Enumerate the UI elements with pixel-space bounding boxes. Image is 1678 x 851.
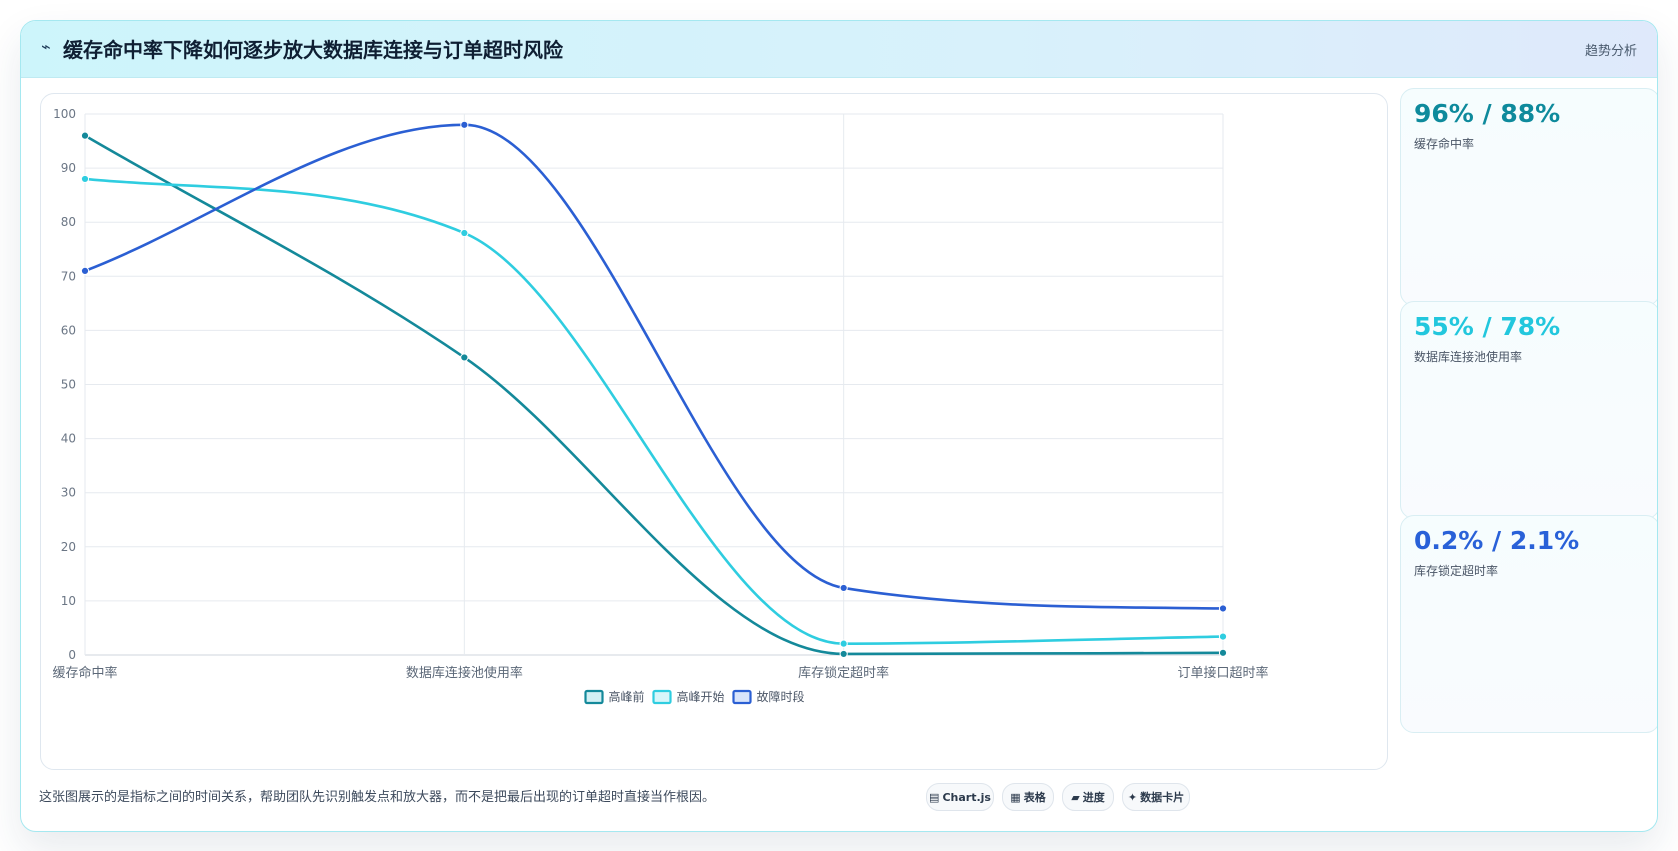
x-tick-label: 缓存命中率 <box>52 665 117 681</box>
stat-card-cache-hit: 96% / 88% 缓存命中率 <box>1400 88 1657 306</box>
sparkle-icon: ✦ <box>1127 790 1138 804</box>
stat-label: 缓存命中率 <box>1414 137 1475 151</box>
data-point <box>1218 604 1228 613</box>
x-tick-label: 数据库连接池使用率 <box>406 665 523 681</box>
y-tick-label: 50 <box>61 378 76 392</box>
card-header: ⌁ 缓存命中率下降如何逐步放大数据库连接与订单超时风险 趋势分析 <box>21 21 1657 78</box>
stat-value: 55% / 78% <box>1414 312 1561 341</box>
dashboard-card: ⌁ 缓存命中率下降如何逐步放大数据库连接与订单超时风险 趋势分析 0 10 20 30… <box>20 20 1658 832</box>
data-point <box>1218 648 1228 657</box>
stat-card-db-pool: 55% / 78% 数据库连接池使用率 <box>1400 301 1657 519</box>
y-tick-label: 20 <box>61 540 76 554</box>
data-point <box>460 353 469 362</box>
series-line-1 <box>84 134 1224 656</box>
stat-card-inventory-lock: 0.2% / 2.1% 库存锁定超时率 <box>1400 515 1657 733</box>
chip-label: 数据卡片 <box>1140 791 1185 804</box>
stat-value: 0.2% / 2.1% <box>1414 526 1580 555</box>
legend-swatch <box>652 689 672 705</box>
page-title: 缓存命中率下降如何逐步放大数据库连接与订单超时风险 <box>63 38 563 62</box>
legend-swatch <box>584 689 604 705</box>
chip-progress[interactable]: ▰ 进度 <box>1062 783 1114 811</box>
y-tick-label: 70 <box>61 269 76 283</box>
stat-value: 96% / 88% <box>1414 99 1561 128</box>
chart-footnote: 这张图展示的是指标之间的时间关系，帮助团队先识别触发点和放大器，而不是把最后出现… <box>39 790 716 805</box>
y-tick-label: 60 <box>61 323 76 337</box>
chart-icon: ▤ <box>929 790 940 804</box>
x-tick-label: 库存锁定超时率 <box>798 665 889 681</box>
y-tick-label: 30 <box>61 486 76 500</box>
y-tick-label: 0 <box>68 648 76 662</box>
data-point <box>460 120 469 129</box>
chip-data-card[interactable]: ✦ 数据卡片 <box>1122 783 1190 811</box>
data-point <box>460 228 469 238</box>
x-tick-label: 订单接口超时率 <box>1177 665 1268 681</box>
legend-label: 故障时段 <box>757 689 805 704</box>
series-line-3 <box>84 123 1224 610</box>
chip-label: 表格 <box>1023 791 1046 804</box>
stat-label: 库存锁定超时率 <box>1414 564 1499 578</box>
y-tick-label: 80 <box>61 215 76 229</box>
chart-panel: 0 10 20 30 40 50 60 70 80 90 100 缓存命中率 数据库连接池使用率 库存锁定… <box>40 93 1388 770</box>
data-point <box>80 266 90 275</box>
line-chart: 0 10 20 30 40 50 60 70 80 90 100 缓存命中率 数据库连接池使用率 库存锁定… <box>52 107 1269 705</box>
y-tick-label: 40 <box>61 432 76 446</box>
y-tick-label: 10 <box>61 594 76 608</box>
legend-label: 高峰开始 <box>677 689 725 704</box>
series-line-2 <box>84 177 1224 645</box>
stat-label: 数据库连接池使用率 <box>1414 350 1523 364</box>
data-point <box>1218 632 1228 641</box>
data-point <box>839 649 848 659</box>
y-tick-label: 100 <box>53 107 76 121</box>
data-point <box>839 583 848 593</box>
data-point <box>80 131 90 140</box>
data-point <box>839 639 848 648</box>
y-tick-label: 90 <box>61 161 76 175</box>
analysis-badge: 趋势分析 <box>1584 44 1637 59</box>
chip-chartjs[interactable]: ▤ Chart.js <box>926 783 994 811</box>
chip-label: 进度 <box>1082 791 1105 804</box>
legend-label: 高峰前 <box>609 689 645 704</box>
table-icon: ▦ <box>1010 790 1021 804</box>
trend-icon: ⌁ <box>41 37 51 56</box>
legend-swatch <box>732 689 752 705</box>
chip-label: Chart.js <box>942 790 991 804</box>
data-point <box>80 174 90 184</box>
chip-table[interactable]: ▦ 表格 <box>1002 783 1054 811</box>
progress-icon: ▰ <box>1071 790 1080 804</box>
